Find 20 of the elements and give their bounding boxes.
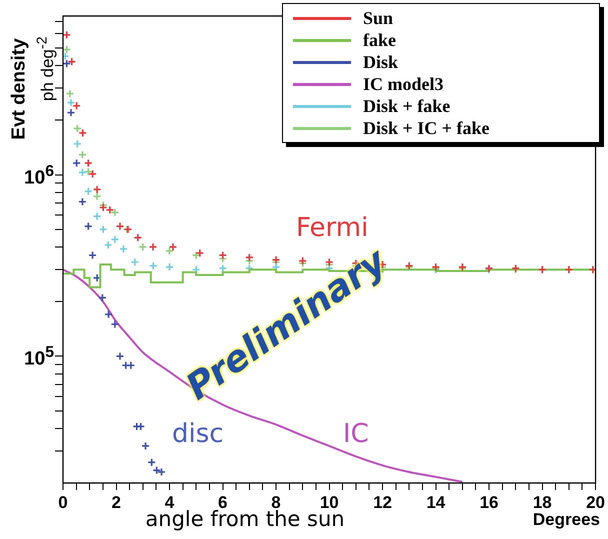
x-tick-label: 0: [58, 492, 68, 512]
legend-label: Disk: [363, 52, 398, 72]
legend-label: fake: [363, 30, 396, 50]
x-tick-label: 12: [373, 492, 392, 512]
y-tick-label: 10$^{6}$: [24, 162, 54, 190]
annotation: disc: [172, 419, 224, 449]
x-tick-label: 2: [112, 492, 121, 512]
annotation: IC: [343, 419, 369, 449]
legend-label: Sun: [363, 8, 394, 28]
legend-label: IC model3: [363, 74, 444, 94]
legend-label: Disk + fake: [363, 96, 450, 116]
x-tick-label: 14: [426, 492, 446, 512]
annotation: Fermi: [296, 213, 368, 243]
x-tick-label: 18: [532, 492, 552, 512]
x-tick-label: 20: [586, 492, 606, 512]
x-axis-title: Degrees: [532, 510, 600, 530]
y-tick-label: 10$^{5}$: [24, 343, 54, 371]
legend-label: Disk + IC + fake: [363, 118, 490, 138]
x-tick-label: 16: [480, 492, 498, 512]
y-axis-title: Evt density: [9, 38, 31, 140]
